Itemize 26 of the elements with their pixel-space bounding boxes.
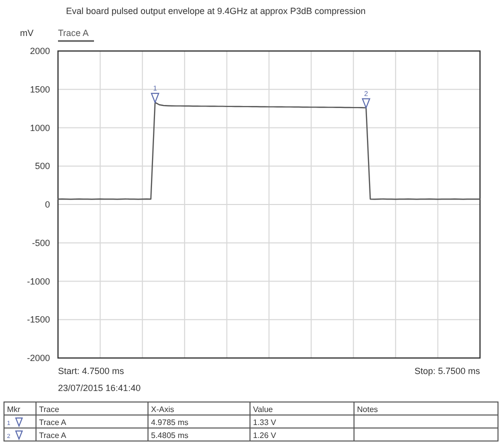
y-tick-label: -2000 bbox=[26, 353, 50, 363]
y-tick-label: 500 bbox=[34, 161, 50, 172]
text: 1.33 V bbox=[253, 418, 277, 427]
text: 4.9785 ms bbox=[151, 418, 188, 427]
text: Trace A bbox=[39, 431, 67, 440]
y-tick-label: 0 bbox=[44, 200, 50, 210]
text: X-Axis bbox=[151, 405, 174, 414]
text: Start: 4.7500 ms bbox=[58, 366, 125, 376]
y-axis-title: mV bbox=[20, 28, 34, 38]
y-tick-label: 1000 bbox=[30, 122, 50, 133]
text: Stop: 5.7500 ms bbox=[414, 366, 480, 376]
text: Trace A bbox=[58, 28, 89, 38]
text: 1.26 V bbox=[253, 431, 277, 440]
text: Value bbox=[253, 405, 274, 414]
y-tick-label: -1500 bbox=[26, 314, 50, 325]
text: 5.4805 ms bbox=[151, 431, 188, 440]
text: Notes bbox=[357, 405, 378, 414]
y-tick-label: -500 bbox=[32, 238, 50, 248]
y-tick-label: 1500 bbox=[30, 84, 50, 94]
chart-title: Eval board pulsed output envelope at 9.4GHz at approx P3dB compression bbox=[66, 6, 366, 16]
y-tick-label: 2000 bbox=[30, 46, 50, 56]
y-tick-label: -1000 bbox=[26, 276, 50, 286]
text: Trace bbox=[39, 405, 60, 414]
text: 23/07/2015 16:41:40 bbox=[58, 383, 141, 393]
text: Trace A bbox=[39, 418, 67, 427]
text: Mkr bbox=[7, 405, 21, 414]
